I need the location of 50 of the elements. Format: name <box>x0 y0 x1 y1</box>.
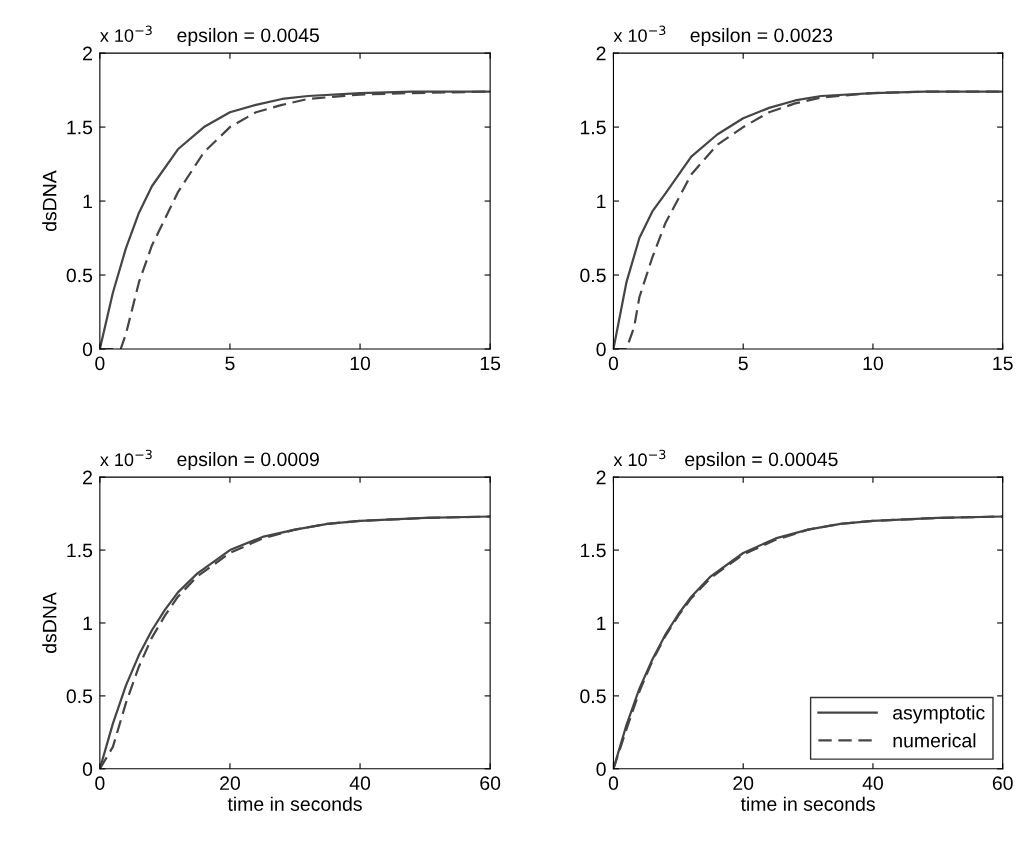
x-tick-label: 5 <box>738 356 748 371</box>
x-tick-label: 10 <box>350 356 371 371</box>
y-tick-label: 2 <box>83 470 92 485</box>
x-tick-label: 60 <box>480 776 501 791</box>
x-tick-label: 0 <box>95 356 105 371</box>
y-tick-label: 1 <box>597 194 606 209</box>
y-tick-label: 0.5 <box>580 268 606 283</box>
chart-title: epsilon = 0.00045 <box>685 451 838 471</box>
x-tick-label: 20 <box>733 776 754 791</box>
y-tick-label: 1 <box>597 616 606 631</box>
y-axis-title: dsDNA <box>42 170 57 232</box>
chart-title: epsilon = 0.0045 <box>177 27 319 47</box>
chart-title: epsilon = 0.0009 <box>177 451 319 471</box>
y-tick-label: 2 <box>83 46 92 61</box>
x-tick-label: 60 <box>992 776 1013 791</box>
legend-label: asymptotic <box>893 705 985 724</box>
x-tick-label: 5 <box>225 356 235 371</box>
text: x 10$^{−3}$ <box>100 449 152 467</box>
y-tick-label: 0.5 <box>580 689 606 704</box>
x-tick-label: 15 <box>993 356 1013 371</box>
x-tick-label: 0 <box>608 776 619 791</box>
x-tick-label: 10 <box>863 356 883 371</box>
y-tick-label: 1 <box>83 616 92 631</box>
y-tick-label: 1.5 <box>580 543 606 558</box>
x-axis-title: time in seconds <box>740 796 875 811</box>
y-tick-label: 2 <box>596 46 606 61</box>
text: x 10$^{−3}$ <box>613 25 666 42</box>
y-tick-label: 1.5 <box>580 120 606 135</box>
chart-title: epsilon = 0.0023 <box>690 27 833 47</box>
y-tick-label: 0 <box>82 342 93 357</box>
x-tick-label: 40 <box>862 776 883 791</box>
x-tick-label: 0 <box>95 776 105 791</box>
text: x 10$^{−3}$ <box>100 25 152 42</box>
x-axis-title: time in seconds <box>227 796 362 811</box>
y-tick-label: 0 <box>596 762 606 777</box>
y-tick-label: 0 <box>596 342 606 357</box>
y-tick-label: 2 <box>596 470 606 485</box>
legend-label: numerical <box>893 733 976 748</box>
x-tick-label: 15 <box>480 356 501 371</box>
x-tick-label: 20 <box>220 776 241 791</box>
y-tick-label: 0 <box>82 762 93 777</box>
y-axis-title: dsDNA <box>42 592 57 653</box>
y-tick-label: 1 <box>83 194 92 209</box>
x-tick-label: 0 <box>608 356 619 371</box>
y-tick-label: 0.5 <box>66 689 93 704</box>
y-tick-label: 0.5 <box>66 268 93 283</box>
y-tick-label: 1.5 <box>67 543 93 558</box>
y-tick-label: 1.5 <box>67 120 93 135</box>
x-tick-label: 40 <box>349 776 371 791</box>
text: x 10$^{−3}$ <box>613 449 666 467</box>
